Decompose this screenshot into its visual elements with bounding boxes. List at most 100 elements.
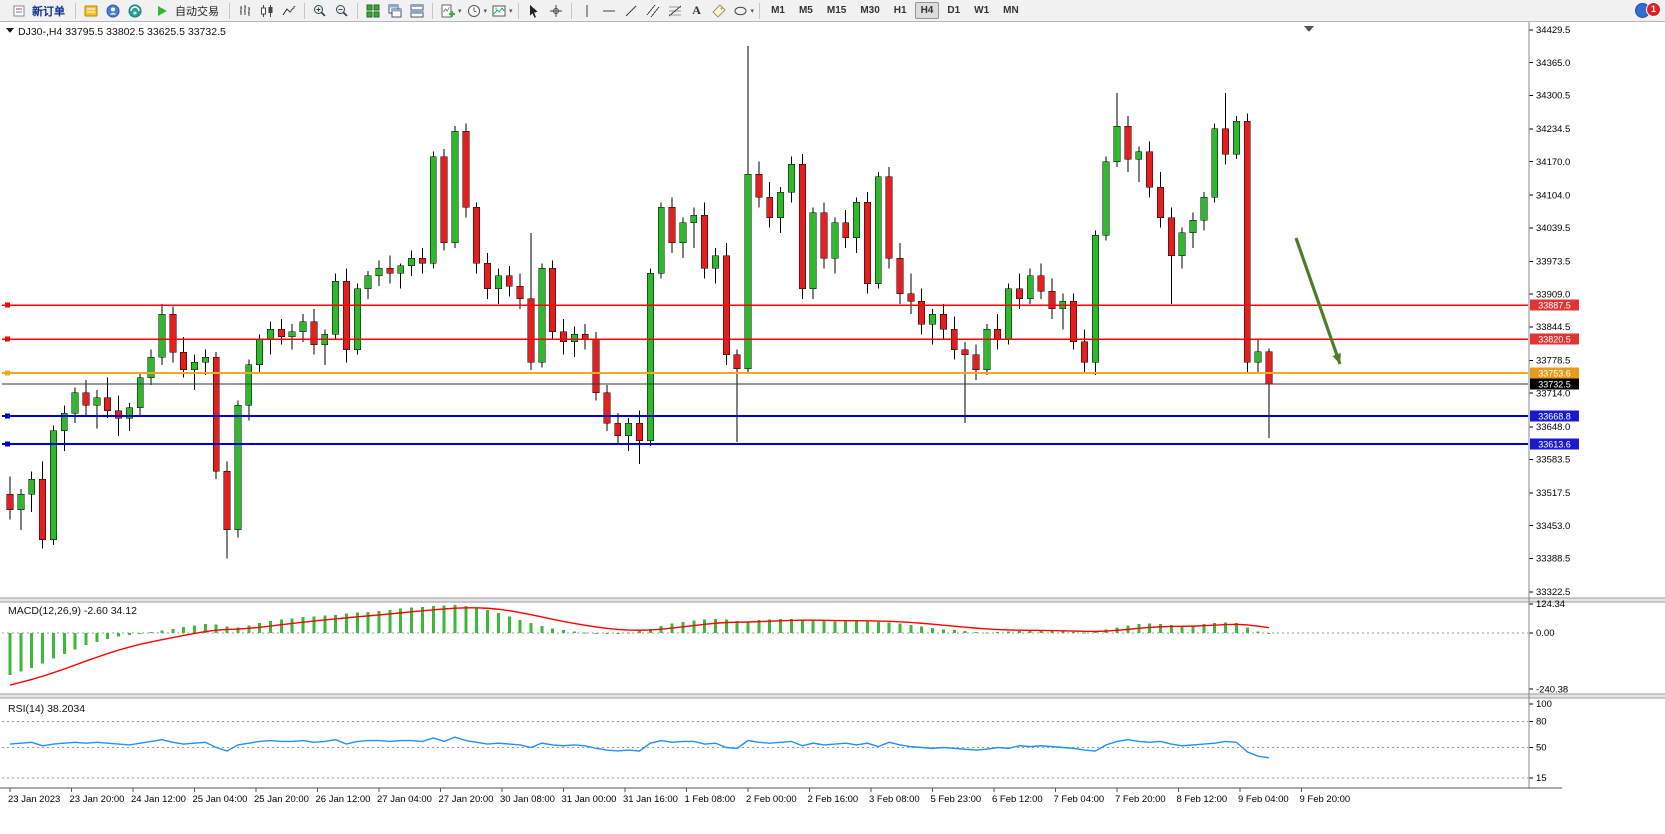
- notification-area[interactable]: 1: [1635, 1, 1661, 20]
- macd-label: MACD(12,26,9) -2.60 34.12: [8, 605, 137, 617]
- macd-bar: [898, 623, 902, 633]
- shapes-tool-icon[interactable]: [731, 2, 751, 20]
- time-axis[interactable]: 23 Jan 2023 23 Jan 20:00 24 Jan 12:00 25 Ja…: [0, 787, 1562, 805]
- cascade-windows-icon[interactable]: [385, 2, 405, 20]
- candle-body: [1037, 275, 1045, 292]
- macd-bar: [1072, 632, 1076, 634]
- cursor-icon[interactable]: [524, 2, 544, 20]
- macd-bar: [366, 612, 370, 633]
- line-chart-icon[interactable]: [279, 2, 299, 20]
- macd-bar: [627, 632, 631, 634]
- hline-33820.5[interactable]: [2, 336, 1528, 342]
- price-tick-label: 33973.5: [1536, 257, 1570, 268]
- chevron-down-icon[interactable]: ▾: [483, 7, 488, 15]
- hline-33613.6[interactable]: [2, 441, 1528, 447]
- macd-bar: [214, 624, 218, 633]
- template-icon[interactable]: [489, 2, 509, 20]
- fibonacci-tool-icon[interactable]: [665, 2, 685, 20]
- time-tick-label: 2 Feb 00:00: [746, 794, 797, 805]
- timeframe-button-mn[interactable]: MN: [997, 2, 1025, 19]
- horizontal-line-tool-icon[interactable]: [599, 2, 619, 20]
- timeframe-button-h4[interactable]: H4: [914, 2, 940, 19]
- chart-shift-marker[interactable]: [1304, 26, 1314, 32]
- hline-33668.8[interactable]: [2, 413, 1528, 419]
- time-tick-label: 27 Jan 04:00: [377, 794, 432, 805]
- auto-trading-button[interactable]: 自动交易: [147, 1, 224, 21]
- journal-icon[interactable]: [81, 2, 101, 20]
- trendline-tool-icon[interactable]: [621, 2, 641, 20]
- candle-body: [104, 397, 112, 411]
- timeframe-button-m15[interactable]: M15: [821, 2, 852, 19]
- price-tag-label: 33668.8: [1538, 412, 1571, 422]
- candle-body: [1015, 288, 1023, 300]
- macd-bar: [1158, 624, 1162, 633]
- candle-body: [560, 331, 567, 343]
- bar-chart-icon[interactable]: [235, 2, 255, 20]
- macd-bar: [127, 633, 131, 635]
- community-icon[interactable]: [125, 2, 145, 20]
- candle-body: [1113, 125, 1121, 162]
- price-tag-label: 33753.6: [1538, 369, 1571, 379]
- panel-separators[interactable]: [0, 597, 1665, 699]
- label-tool-icon[interactable]: [709, 2, 729, 20]
- rsi-tick-label: 80: [1536, 717, 1547, 728]
- candle-body: [1265, 351, 1273, 385]
- macd-bar: [160, 630, 164, 633]
- notification-badge[interactable]: 1: [1646, 1, 1661, 17]
- horizontal-price-lines[interactable]: [2, 302, 1528, 447]
- chevron-down-icon[interactable]: ▾: [750, 7, 755, 15]
- timeframe-button-w1[interactable]: W1: [968, 2, 995, 19]
- chart-collapse-icon[interactable]: [6, 28, 14, 33]
- candle-body: [82, 392, 90, 406]
- timeframe-button-m30[interactable]: M30: [854, 2, 885, 19]
- channel-tool-icon[interactable]: [643, 2, 663, 20]
- timeframe-button-h1[interactable]: H1: [888, 2, 913, 19]
- macd-bar: [963, 631, 967, 633]
- chevron-down-icon[interactable]: ▾: [509, 7, 513, 15]
- candle-body: [1232, 120, 1240, 155]
- price-tick-label: 34300.5: [1536, 91, 1570, 102]
- timeframe-button-m1[interactable]: M1: [765, 2, 791, 19]
- hline-33887.5[interactable]: [2, 302, 1528, 308]
- timeframe-button-d1[interactable]: D1: [941, 2, 966, 19]
- macd-bar: [507, 616, 511, 633]
- candle-body: [1026, 275, 1034, 300]
- price-axis[interactable]: 34429.5 34365.0 34300.5 34234.5 34170.0 34104…: [1528, 22, 1570, 788]
- macd-bar: [789, 619, 793, 633]
- macd-bar: [822, 620, 826, 633]
- vertical-line-tool-icon[interactable]: [577, 2, 597, 20]
- price-tag: [1530, 410, 1579, 422]
- text-tool-icon[interactable]: A: [692, 3, 701, 17]
- macd-bar: [182, 627, 186, 633]
- tile-grid-icon[interactable]: [363, 2, 383, 20]
- new-chart-icon[interactable]: [438, 2, 458, 20]
- zoom-out-icon[interactable]: [332, 2, 352, 20]
- zoom-in-icon[interactable]: [310, 2, 330, 20]
- profile-icon[interactable]: [103, 2, 123, 20]
- candle-body: [484, 263, 492, 289]
- macd-bar: [1224, 622, 1228, 633]
- chevron-down-icon[interactable]: ▾: [458, 7, 462, 15]
- candlestick-chart-icon[interactable]: [257, 2, 277, 20]
- timeframe-button-m5[interactable]: M5: [793, 2, 819, 19]
- candle-body: [288, 331, 296, 338]
- hline-33753.6[interactable]: [2, 370, 1528, 376]
- candle-body: [1070, 301, 1078, 343]
- candlestick-series: [6, 45, 1273, 559]
- candle-body: [614, 422, 622, 437]
- chart-canvas[interactable]: 124.34 0.00 -240.38 100 80 50 15 34429.5 34365…: [0, 22, 1665, 834]
- new-order-button[interactable]: 新订单: [4, 1, 70, 21]
- candle-body: [494, 275, 502, 289]
- macd-bar: [909, 625, 913, 633]
- crosshair-icon[interactable]: [546, 2, 566, 20]
- candle-body: [625, 422, 633, 437]
- period-clock-icon[interactable]: [464, 2, 484, 20]
- panel-splitter: [0, 598, 1665, 602]
- price-tick-label: 34365.0: [1536, 58, 1570, 69]
- trend-arrow-annotation[interactable]: [1294, 237, 1342, 365]
- macd-bar: [312, 616, 316, 633]
- tile-windows-icon[interactable]: [407, 2, 427, 20]
- candle-body: [1048, 290, 1056, 310]
- candle-body: [256, 339, 264, 366]
- macd-bar: [779, 619, 783, 633]
